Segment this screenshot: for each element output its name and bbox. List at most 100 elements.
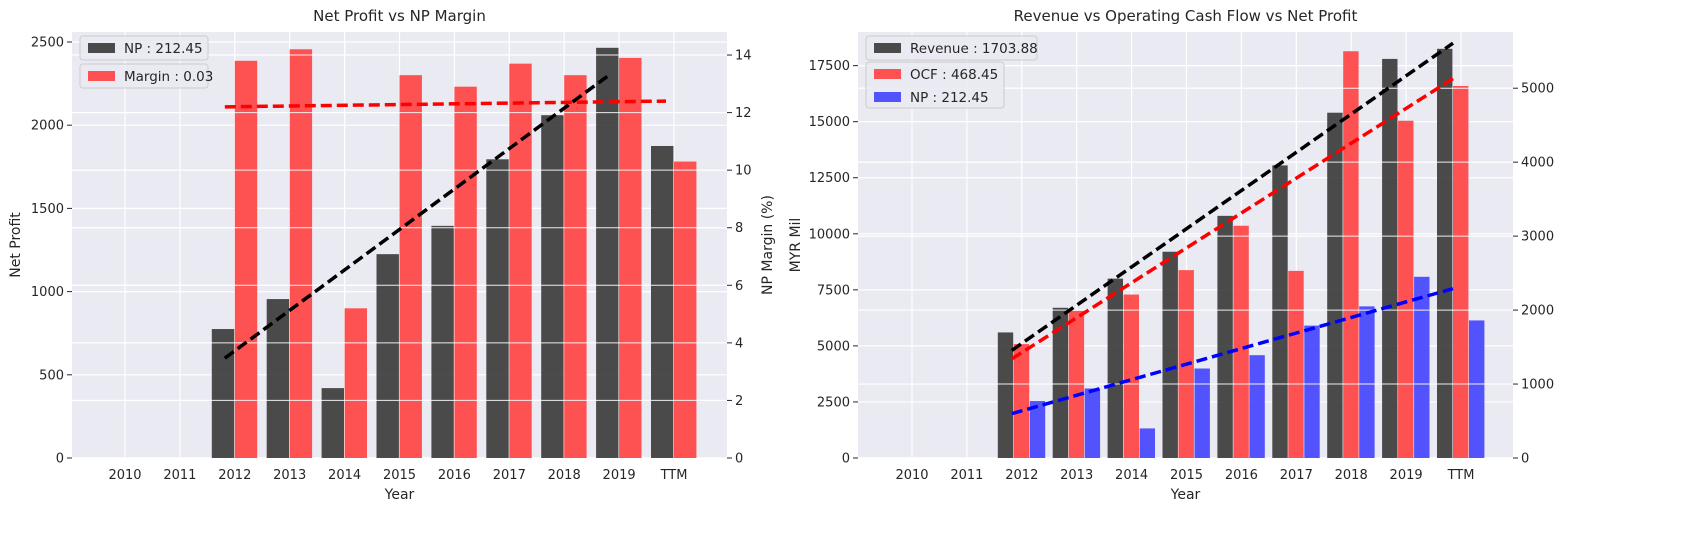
trendlines — [223, 72, 667, 360]
y2-tick-label: 14 — [735, 49, 752, 64]
y-axis-label: MYR Mil — [788, 218, 804, 273]
x-axis-ticks: 2010 2011 2012 2013 2014 2015 2016 2017 2018 2019… — [108, 468, 687, 483]
x-tick-label: 2019 — [1390, 468, 1423, 483]
y2-tick-label: 0 — [1521, 452, 1529, 467]
y2-tick-label: 8 — [735, 221, 743, 236]
bar-2-TTM — [674, 161, 697, 458]
x-tick-label: 2012 — [218, 468, 251, 483]
bar-1-2017 — [486, 159, 509, 458]
x-tick-label: 2018 — [1335, 468, 1368, 483]
bar-2-2012 — [1013, 344, 1030, 458]
y2-tick-label: 4 — [735, 336, 743, 351]
bar-3-2014 — [1139, 428, 1155, 458]
y2-tick-label: 1000 — [1521, 378, 1554, 393]
bar-1-2013 — [1052, 307, 1069, 458]
x-tick-label: 2017 — [1280, 468, 1313, 483]
y-axis-ticks: 0 2500 5000 7500 10000 12500 15000 17500 — [809, 59, 858, 467]
bar-2-TTM — [1453, 85, 1469, 458]
bar-2-2019 — [619, 57, 642, 459]
x-tick-label: TTM — [660, 468, 688, 483]
bar-3-2015 — [1194, 368, 1210, 458]
x-axis-label: Year — [1170, 487, 1201, 503]
y2-axis-ticks: 0 2 4 6 8 10 12 14 — [727, 49, 752, 467]
y-tick-label: 1000 — [31, 285, 64, 300]
bar-3-TTM — [1469, 320, 1485, 458]
bar-1-2017 — [1272, 165, 1288, 458]
y-tick-label: 17500 — [809, 59, 850, 74]
y-tick-label: 0 — [842, 452, 850, 467]
x-tick-label: 2015 — [1170, 468, 1203, 483]
bar-1-TTM — [1437, 48, 1453, 458]
y-tick-label: 500 — [39, 368, 64, 383]
legend-label: NP : 212.45 — [124, 41, 203, 57]
legend-label: Revenue : 1703.88 — [910, 41, 1038, 57]
legend-swatch — [874, 69, 901, 79]
bar-3-2012 — [1029, 401, 1046, 458]
bar-2-2014 — [1123, 294, 1139, 458]
y-axis-label: Net Profit — [8, 212, 24, 278]
legend-label: OCF : 468.45 — [910, 67, 998, 83]
bar-2-2018 — [1343, 51, 1359, 459]
bar-2-2015 — [399, 75, 422, 459]
x-tick-label: TTM — [1447, 468, 1475, 483]
y-tick-label: 5000 — [817, 339, 850, 354]
bar-1-TTM — [651, 145, 674, 458]
bar-2-2012 — [234, 60, 258, 458]
y2-tick-label: 0 — [735, 452, 743, 467]
x-tick-label: 2012 — [1005, 468, 1038, 483]
legend-swatch — [88, 71, 115, 81]
y2-tick-label: 2 — [735, 394, 743, 409]
trendline-2 — [1010, 77, 1454, 361]
y-tick-label: 1500 — [31, 202, 64, 217]
bar-3-2018 — [1359, 306, 1375, 458]
bar-2-2019 — [1398, 120, 1414, 458]
x-tick-label: 2011 — [163, 468, 196, 483]
legend-swatch — [88, 43, 115, 53]
bar-2-2014 — [344, 308, 367, 458]
trendline-2 — [224, 99, 667, 109]
bar-3-2013 — [1084, 388, 1101, 458]
trendlines — [1010, 41, 1454, 416]
y-axis-ticks: 0 500 1000 1500 2000 2500 — [31, 35, 72, 467]
x-tick-label: 2014 — [1115, 468, 1148, 483]
legend-box — [79, 35, 209, 61]
bar-1-2016 — [431, 225, 454, 458]
trendline-1 — [1010, 41, 1454, 352]
legend-label: Margin : 0.03 — [124, 69, 213, 85]
chart-title: Net Profit vs NP Margin — [313, 7, 486, 25]
bar-2-2017 — [1288, 270, 1304, 458]
bars — [997, 48, 1485, 459]
legend: Revenue : 1703.88 OCF : 468.45 NP : 212.45 — [865, 35, 1038, 109]
trendline-3 — [1011, 286, 1454, 416]
y-tick-label: 2500 — [31, 35, 64, 50]
y2-tick-label: 2000 — [1521, 304, 1554, 319]
y2-tick-label: 10 — [735, 164, 752, 179]
x-tick-label: 2010 — [108, 468, 141, 483]
bar-1-2015 — [376, 254, 399, 458]
x-tick-label: 2016 — [1225, 468, 1258, 483]
bar-1-2012 — [211, 329, 235, 458]
x-tick-label: 2013 — [1060, 468, 1093, 483]
bar-1-2018 — [541, 115, 564, 458]
bar-1-2018 — [1327, 112, 1343, 458]
bar-1-2019 — [1382, 58, 1398, 458]
x-tick-label: 2018 — [548, 468, 581, 483]
x-tick-label: 2017 — [493, 468, 526, 483]
chart-2: 0 2500 5000 7500 10000 12500 15000 17500 0 1000 20… — [788, 7, 1554, 503]
x-tick-label: 2014 — [328, 468, 361, 483]
legend-swatch — [874, 92, 901, 102]
x-tick-label: 2011 — [950, 468, 983, 483]
bar-1-2012 — [997, 332, 1014, 458]
bar-2-2013 — [289, 49, 313, 459]
bar-1-2019 — [596, 47, 619, 458]
bar-1-2014 — [1107, 278, 1123, 458]
y-tick-label: 0 — [56, 452, 64, 467]
bar-1-2014 — [321, 388, 344, 458]
y-tick-label: 7500 — [817, 283, 850, 298]
bar-3-2017 — [1304, 325, 1320, 458]
y2-tick-label: 6 — [735, 279, 743, 294]
bar-1-2013 — [266, 299, 290, 458]
x-tick-label: 2019 — [603, 468, 636, 483]
